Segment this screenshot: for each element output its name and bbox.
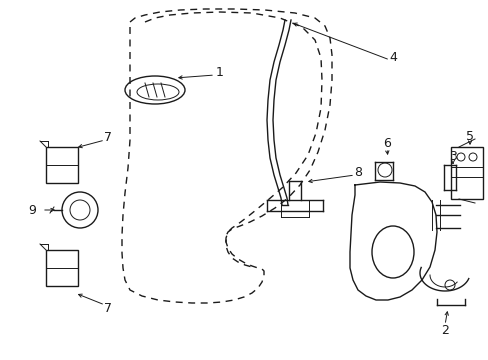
Text: 7: 7 (104, 131, 112, 144)
Text: 3: 3 (448, 149, 456, 162)
Text: 7: 7 (104, 302, 112, 315)
Text: 4: 4 (388, 50, 396, 63)
Text: 9: 9 (28, 203, 36, 216)
Text: 1: 1 (216, 66, 224, 78)
Bar (46, 147, 78, 183)
Bar (46, 250, 78, 286)
Text: 6: 6 (382, 136, 390, 149)
Bar (450, 147, 482, 199)
Text: 5: 5 (465, 130, 473, 143)
Text: 2: 2 (440, 324, 448, 337)
Text: 8: 8 (353, 166, 361, 179)
